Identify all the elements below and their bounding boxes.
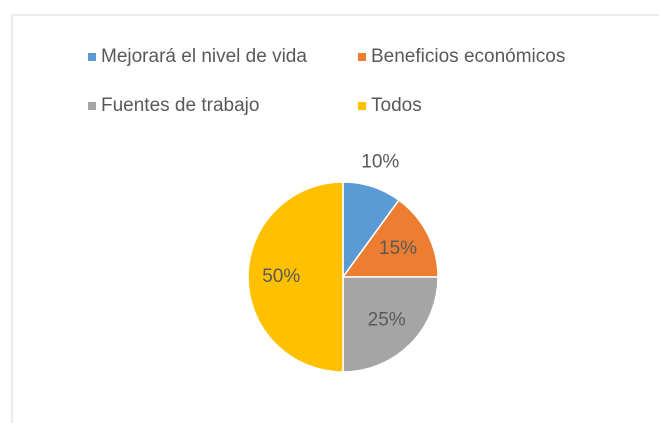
legend-swatch: [358, 53, 366, 61]
legend-label: Fuentes de trabajo: [101, 95, 259, 116]
legend-swatch: [88, 102, 96, 110]
legend-label: Beneficios económicos: [371, 46, 565, 67]
legend-swatch: [358, 102, 366, 110]
legend-label: Mejorará el nivel de vida: [101, 46, 307, 67]
pie-slice: [247, 181, 344, 373]
data-label: 25%: [368, 310, 406, 331]
pie-slice: [341, 199, 439, 278]
data-label: 15%: [379, 238, 417, 259]
legend-swatch: [88, 53, 96, 61]
data-label: 50%: [262, 266, 300, 287]
pie-slice: [342, 276, 439, 373]
legend-label: Todos: [371, 95, 422, 116]
data-label: 10%: [361, 151, 399, 172]
